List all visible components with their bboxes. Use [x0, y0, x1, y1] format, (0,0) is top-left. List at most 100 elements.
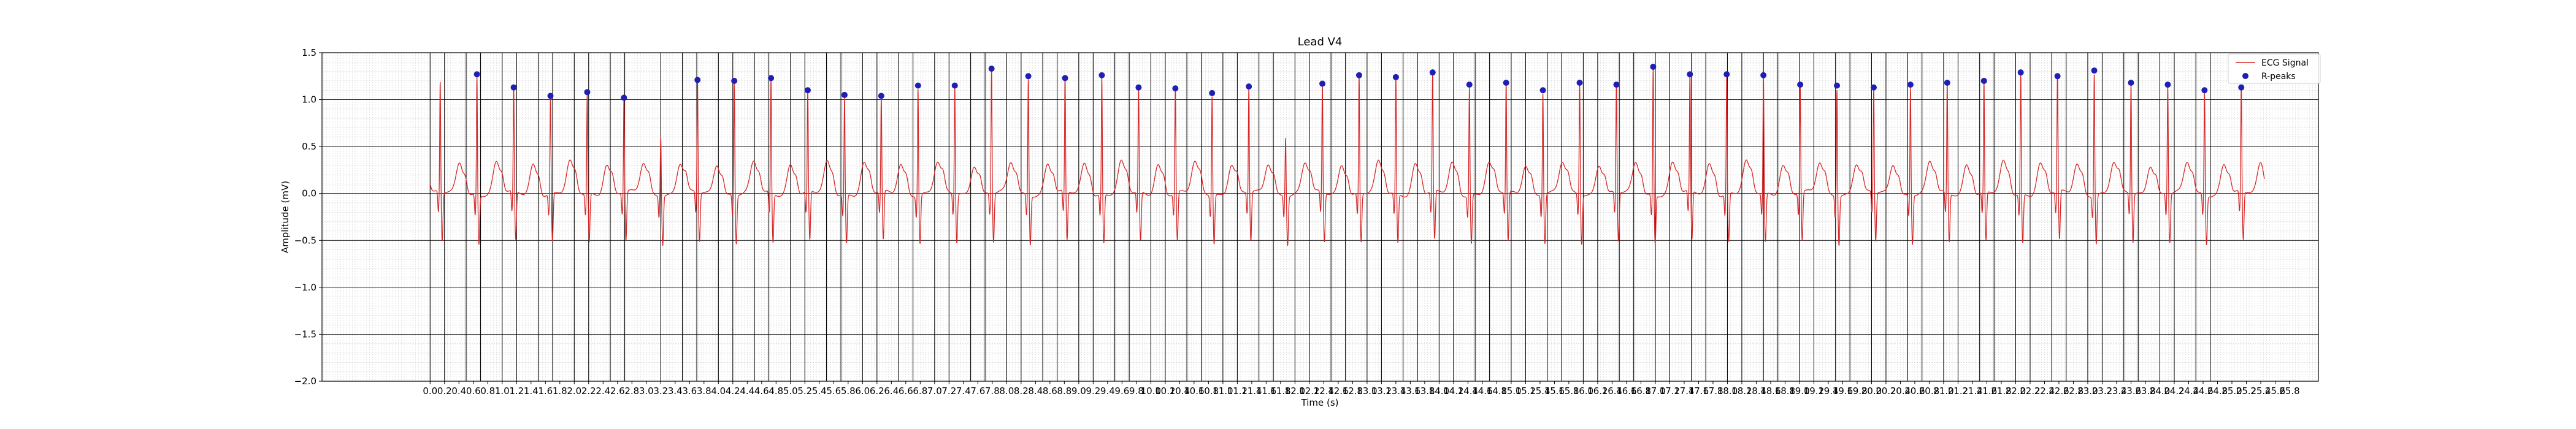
- x-tick-label: 4.6: [754, 385, 769, 397]
- x-tick-label: 5.0: [783, 385, 798, 397]
- x-tick-label: 17.4: [1674, 385, 1694, 397]
- x-tick-label: 0.8: [480, 385, 495, 397]
- x-tick-label: 23.0: [2077, 385, 2098, 397]
- x-tick-label: 25.6: [2265, 385, 2285, 397]
- x-tick-label: 16.8: [1631, 385, 1651, 397]
- x-tick-label: 1.2: [509, 385, 524, 397]
- x-tick-label: 2.4: [596, 385, 610, 397]
- r-peak-point: [1135, 84, 1142, 91]
- x-tick-label: 9.2: [1086, 385, 1100, 397]
- x-tick-label: 12.0: [1285, 385, 1305, 397]
- x-tick-label: 1.0: [495, 385, 510, 397]
- x-tick-label: 5.6: [826, 385, 841, 397]
- y-tick-label: 0.5: [302, 141, 316, 152]
- r-peak-point: [805, 87, 811, 94]
- x-tick-label: 8.0: [999, 385, 1014, 397]
- y-tick-label: −1.5: [294, 328, 316, 340]
- x-tick-label: 19.8: [1847, 385, 1867, 397]
- x-tick-label: 5.2: [797, 385, 812, 397]
- x-tick-label: 3.6: [682, 385, 697, 397]
- x-tick-label: 14.8: [1487, 385, 1507, 397]
- x-tick-label: 19.4: [1818, 385, 1838, 397]
- r-peak-point: [510, 84, 517, 91]
- x-tick-label: 8.8: [1057, 385, 1071, 397]
- x-tick-label: 13.6: [1400, 385, 1420, 397]
- x-tick-label: 0.2: [437, 385, 452, 397]
- y-tick-label: 1.5: [302, 47, 316, 58]
- x-tick-label: 1.6: [538, 385, 553, 397]
- x-tick-label: 24.2: [2164, 385, 2184, 397]
- x-tick-label: 1.4: [524, 385, 539, 397]
- x-tick-label: 13.2: [1371, 385, 1392, 397]
- x-tick-label: 21.2: [1948, 385, 1968, 397]
- r-peak-point: [1870, 84, 1877, 91]
- legend: ECG Signal R-peaks: [2228, 53, 2321, 84]
- y-axis-ticks: −2.0 −1.5 −1.0 −0.5 0.0 0.5 1.0 1.5: [294, 47, 322, 387]
- x-tick-label: 18.0: [1717, 385, 1738, 397]
- x-tick-label: 15.8: [1558, 385, 1579, 397]
- r-peak-point: [1834, 82, 1841, 89]
- x-tick-label: 20.8: [1919, 385, 1939, 397]
- x-tick-label: 11.6: [1256, 385, 1276, 397]
- x-tick-label: 4.4: [740, 385, 754, 397]
- x-axis-ticks: 0.0 0.2 0.4 0.6 0.8 1.0 1.2 1.4 1.6 1.8 2.0 2.2 2.4 2…: [423, 381, 2300, 397]
- x-tick-label: 14.0: [1429, 385, 1449, 397]
- x-tick-label: 7.4: [956, 385, 971, 397]
- x-tick-label: 13.8: [1414, 385, 1435, 397]
- x-tick-label: 11.4: [1241, 385, 1262, 397]
- x-tick-label: 6.4: [884, 385, 899, 397]
- y-tick-label: 0.0: [302, 188, 316, 199]
- r-peak-point: [1687, 71, 1693, 78]
- x-tick-label: 21.6: [1977, 385, 1997, 397]
- r-peak-point: [1539, 87, 1546, 94]
- x-tick-label: 19.6: [1833, 385, 1853, 397]
- x-tick-label: 16.6: [1616, 385, 1636, 397]
- x-tick-label: 23.2: [2092, 385, 2112, 397]
- y-tick-label: −1.0: [294, 282, 316, 293]
- ecg-signal-line: [429, 69, 2265, 246]
- r-peak-point: [473, 71, 480, 78]
- x-tick-label: 16.0: [1573, 385, 1593, 397]
- plot-frame: [321, 52, 2319, 382]
- x-tick-label: 11.8: [1270, 385, 1290, 397]
- x-tick-label: 7.6: [970, 385, 985, 397]
- x-axis-title: Time (s): [1301, 397, 1339, 408]
- x-tick-label: 15.4: [1530, 385, 1550, 397]
- x-tick-label: 2.2: [581, 385, 596, 397]
- x-tick-label: 21.8: [1991, 385, 2011, 397]
- x-tick-label: 7.8: [985, 385, 1000, 397]
- x-tick-label: 24.4: [2179, 385, 2199, 397]
- r-peak-point: [1760, 72, 1767, 78]
- x-tick-label: 18.8: [1775, 385, 1795, 397]
- x-tick-label: 15.0: [1501, 385, 1521, 397]
- x-tick-label: 5.8: [841, 385, 856, 397]
- x-tick-label: 10.6: [1184, 385, 1204, 397]
- r-peak-point: [1098, 72, 1105, 78]
- x-tick-label: 3.4: [668, 385, 683, 397]
- r-peak-point: [1025, 73, 1032, 80]
- x-tick-label: 5.4: [812, 385, 827, 397]
- r-peak-point: [1576, 80, 1583, 86]
- x-tick-label: 10.2: [1155, 385, 1175, 397]
- x-tick-label: 0.6: [466, 385, 481, 397]
- r-peak-point: [1319, 80, 1326, 87]
- r-peak-point: [2238, 84, 2245, 91]
- x-tick-label: 15.6: [1544, 385, 1565, 397]
- x-tick-label: 16.2: [1587, 385, 1608, 397]
- x-tick-label: 17.2: [1660, 385, 1680, 397]
- x-tick-label: 25.4: [2250, 385, 2271, 397]
- r-peak-point: [547, 93, 554, 99]
- r-peak-point: [1355, 72, 1362, 78]
- x-tick-label: 13.4: [1386, 385, 1406, 397]
- x-tick-label: 12.8: [1343, 385, 1363, 397]
- r-peak-point: [1172, 85, 1179, 92]
- x-tick-label: 23.6: [2121, 385, 2141, 397]
- x-tick-label: 25.2: [2236, 385, 2256, 397]
- x-tick-label: 18.2: [1731, 385, 1752, 397]
- x-tick-label: 3.8: [697, 385, 711, 397]
- x-tick-label: 20.4: [1890, 385, 1911, 397]
- r-peak-point: [2054, 73, 2061, 80]
- x-tick-label: 12.6: [1328, 385, 1348, 397]
- x-tick-label: 19.2: [1804, 385, 1824, 397]
